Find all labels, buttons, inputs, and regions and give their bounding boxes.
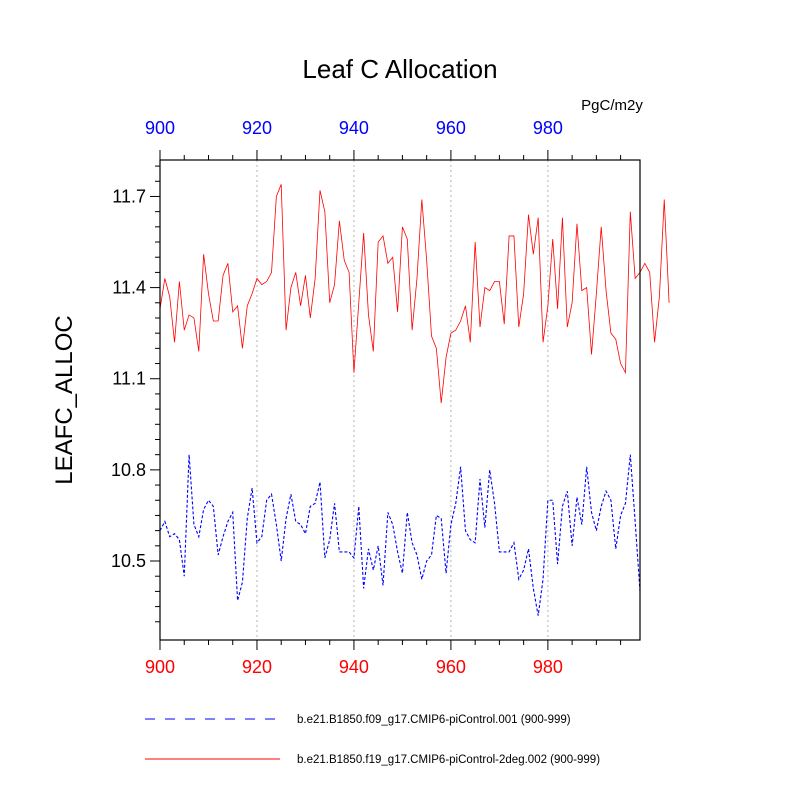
units-label: PgC/m2y [581, 97, 643, 114]
series-lines [159, 184, 670, 616]
legend-label-2: b.e21.B1850.f19_g17.CMIP6-piControl-2deg… [297, 754, 600, 766]
y-tick-label: 10.5 [111, 551, 146, 571]
top-x-tick-label: 920 [242, 118, 272, 138]
gridlines [256, 160, 549, 640]
axes [159, 159, 641, 641]
legend-label-1: b.e21.B1850.f09_g17.CMIP6-piControl.001 … [297, 714, 571, 726]
series-line-2 [159, 184, 670, 404]
top-x-tick-label: 960 [436, 118, 466, 138]
y-tick-label: 11.7 [112, 186, 146, 206]
chart-title: Leaf C Allocation [302, 54, 497, 84]
legend: b.e21.B1850.f09_g17.CMIP6-piControl.001 … [145, 714, 600, 766]
x-tick-label: 940 [339, 657, 369, 677]
y-axis-label: LEAFC_ALLOC [51, 315, 78, 484]
y-tick-label: 10.8 [111, 460, 146, 480]
top-x-tick-label: 980 [533, 118, 563, 138]
x-tick-label: 980 [533, 657, 563, 677]
series-line-1 [159, 454, 641, 616]
y-tick-label: 11.4 [112, 278, 146, 298]
x-tick-label: 920 [242, 657, 272, 677]
x-tick-label: 960 [436, 657, 466, 677]
ticks: 900 900 920 920 940 940 960 960 980 980 10.5 10.8 11… [111, 118, 622, 677]
plot-frame [159, 159, 641, 641]
top-x-tick-label: 940 [339, 118, 369, 138]
y-tick-label: 11.1 [112, 369, 146, 389]
top-x-tick-label: 900 [145, 118, 175, 138]
x-tick-label: 900 [145, 657, 175, 677]
